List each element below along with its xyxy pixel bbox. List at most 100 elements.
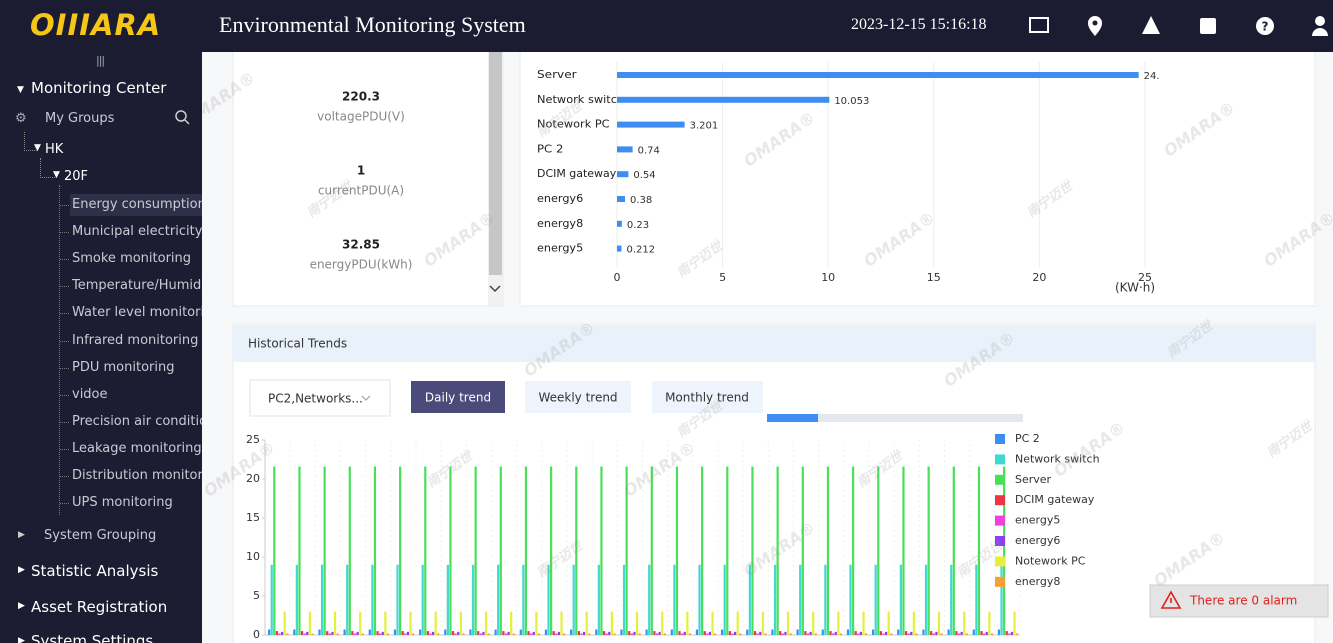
legend-label[interactable]: energy8 [1015, 575, 1060, 588]
logo[interactable]: OIIIARA [30, 8, 162, 42]
bar [658, 631, 661, 635]
bar [617, 171, 629, 178]
category-label: Server [537, 68, 577, 81]
menu-item[interactable]: Leakage monitoring [72, 440, 202, 456]
legend-label[interactable]: energy5 [1015, 514, 1060, 527]
bar [522, 564, 525, 635]
bar [711, 611, 714, 635]
tree-node[interactable]: HK [45, 142, 64, 157]
bar [829, 631, 832, 635]
bar [678, 631, 681, 635]
menu-section[interactable]: Asset Registration [31, 598, 168, 616]
legend-swatch[interactable] [995, 515, 1005, 526]
tree-node[interactable]: 20F [64, 169, 89, 184]
legend-swatch[interactable] [995, 434, 1005, 444]
menu-item[interactable]: UPS monitoring [72, 495, 173, 511]
tree-connector [60, 367, 69, 369]
legend-swatch[interactable] [995, 556, 1005, 567]
bar [343, 629, 346, 635]
bar [547, 564, 550, 635]
menu-section[interactable]: Monitoring Center [31, 79, 167, 97]
bar [434, 611, 437, 635]
bar [1016, 633, 1019, 635]
alert-icon[interactable] [1142, 16, 1160, 34]
location-icon[interactable] [1088, 16, 1102, 36]
metric-value: 1 [357, 164, 365, 178]
legend-label[interactable]: Notework PC [1015, 554, 1086, 567]
bar [1013, 611, 1016, 635]
menu-item[interactable]: Energy consumption a [72, 197, 202, 212]
bar [885, 631, 888, 635]
bar [927, 466, 930, 635]
legend-swatch[interactable] [995, 454, 1005, 465]
bar [804, 631, 807, 635]
menu-toggle[interactable]: ||| [96, 54, 105, 67]
bar [361, 633, 364, 635]
menu-section[interactable]: System Grouping [44, 528, 157, 543]
user-icon[interactable] [1315, 16, 1325, 26]
menu-item[interactable]: PDU monitoring [72, 359, 175, 375]
bar [499, 466, 502, 635]
bar [814, 633, 817, 635]
bar [834, 631, 837, 635]
bar [714, 633, 717, 635]
bar [544, 629, 548, 635]
bar [504, 633, 508, 635]
search-icon[interactable] [174, 109, 190, 125]
x-tick-label: 15 [927, 271, 941, 284]
bar [444, 629, 447, 635]
bar [731, 633, 734, 635]
bar [955, 631, 958, 635]
menu-item[interactable]: Smoke monitoring [72, 251, 192, 267]
bar [323, 466, 326, 635]
value-label: 0.38 [630, 195, 652, 206]
legend-swatch[interactable] [995, 536, 1005, 546]
bar [924, 564, 928, 635]
bar [482, 631, 485, 635]
trend-button[interactable]: Weekly trend [538, 391, 617, 405]
legend-label[interactable]: PC 2 [1015, 432, 1040, 445]
menu-item[interactable]: Distribution monitoring [72, 468, 202, 483]
bar [595, 629, 598, 635]
trend-button[interactable]: Monthly trend [665, 391, 749, 405]
menu-item[interactable]: Temperature/Humidity [72, 278, 202, 294]
alarm-text[interactable]: There are 0 alarm [1189, 594, 1297, 608]
bar [703, 631, 706, 635]
menu-section[interactable]: Statistic Analysis [31, 562, 159, 580]
app-title: Environmental Monitoring System [219, 12, 526, 37]
legend-swatch[interactable] [995, 576, 1005, 587]
my-groups[interactable]: My Groups [45, 111, 115, 126]
bar [597, 564, 600, 635]
value-label: 0.212 [626, 245, 655, 256]
bar [764, 633, 767, 635]
legend-swatch[interactable] [995, 495, 1005, 506]
metric-value: 32.85 [342, 238, 380, 252]
monitor-icon[interactable] [1029, 17, 1049, 33]
legend-label[interactable]: Server [1015, 473, 1052, 486]
trend-select[interactable]: PC2,Networks... [268, 392, 363, 406]
bar [882, 633, 885, 635]
menu-section[interactable]: System Settings [31, 632, 154, 643]
legend-label[interactable]: DCIM gateway [1015, 493, 1095, 506]
legend-label[interactable]: Network switch [1015, 452, 1100, 465]
bar [736, 611, 739, 635]
trend-button[interactable]: Daily trend [425, 391, 491, 405]
menu-item[interactable]: Water level monitoring [72, 305, 202, 321]
bar [300, 631, 304, 635]
legend-swatch[interactable] [995, 474, 1005, 485]
bar [723, 564, 726, 635]
menu-item[interactable]: Infrared monitoring [72, 332, 199, 348]
bar [409, 611, 412, 635]
bar [610, 611, 613, 635]
sidebar: ||| ▼ Monitoring Center ⚙ My Groups ▼ HK… [0, 52, 202, 643]
calendar-icon[interactable] [1200, 18, 1216, 34]
menu-item[interactable]: vidoe [72, 386, 108, 402]
menu-item[interactable]: Municipal electricity m [72, 224, 202, 240]
help-icon[interactable] [1256, 17, 1274, 35]
bar [812, 611, 815, 635]
bar [286, 633, 289, 635]
legend-label[interactable]: energy6 [1015, 534, 1060, 547]
bar [424, 466, 427, 635]
menu-item[interactable]: Precision air conditione [72, 413, 202, 429]
category-label: Network switc [537, 93, 617, 106]
